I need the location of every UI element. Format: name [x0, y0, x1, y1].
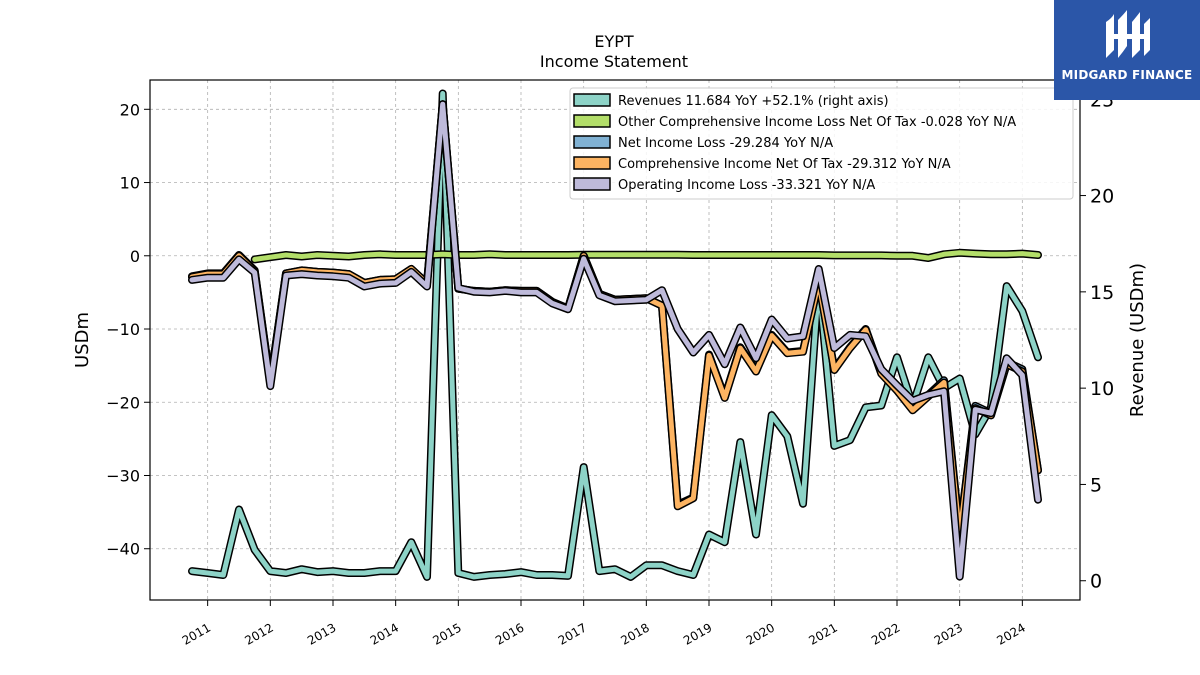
chart-subtitle: Income Statement [540, 52, 688, 71]
legend-entry: Net Income Loss -29.284 YoY N/A [618, 136, 833, 151]
x-tick-label: 2023 [932, 620, 965, 647]
brand-name: MIDGARD FINANCE [1061, 68, 1193, 82]
legend-swatch [573, 177, 611, 191]
series-line [189, 101, 1041, 580]
x-tick-label: 2024 [994, 620, 1027, 647]
x-tick-label: 2020 [744, 620, 777, 647]
y-tick-label: 20 [120, 100, 140, 119]
x-tick-label: 2019 [681, 620, 714, 647]
y-tick-label: −40 [106, 540, 140, 559]
logo-mark-icon [1106, 10, 1150, 58]
x-axis: 2011 2012 2013 2014 2015 2016 2017 2018 2019 2020… [180, 600, 1028, 648]
series-line [252, 250, 1041, 262]
legend-box [569, 87, 1074, 200]
y-tick-label: 10 [120, 174, 140, 193]
series-0 [188, 89, 1042, 581]
x-tick-label: 2011 [180, 620, 213, 647]
y-tick-label: −30 [106, 466, 140, 485]
legend-swatch [573, 156, 611, 170]
plot-frame [149, 79, 1081, 601]
y-tick-label: −20 [106, 393, 140, 412]
legend-entry: Revenues 11.684 YoY +52.1% (right axis) [618, 94, 889, 109]
x-tick-label: 2016 [493, 620, 526, 647]
left-axis: −40 −30 −20 −10 0 10 20 [106, 100, 150, 559]
x-tick-label: 2013 [305, 620, 338, 647]
series-lines [188, 89, 1042, 581]
legend-swatch [573, 135, 611, 149]
midgard-finance-logo: MIDGARD FINANCE [1054, 0, 1200, 100]
series-4 [188, 100, 1042, 581]
legend-entry: Other Comprehensive Income Loss Net Of T… [618, 115, 1016, 130]
legend-entry: Operating Income Loss -33.321 YoY N/A [618, 178, 875, 193]
series-line [189, 91, 1041, 580]
y-tick-label: 0 [130, 247, 140, 266]
legend-swatch [573, 114, 611, 128]
x-tick-label: 2015 [430, 620, 463, 647]
x-tick-label: 2022 [869, 620, 902, 647]
y-axis-right-label: Revenue (USDm) [1127, 263, 1148, 417]
y-axis-label: USDm [72, 312, 93, 368]
legend: Revenues 11.684 YoY +52.1% (right axis) O… [569, 87, 1074, 200]
y-right-tick-label: 0 [1090, 571, 1102, 593]
chart-title: EYPT [594, 32, 634, 51]
legend-swatch [573, 93, 611, 107]
y-tick-label: −10 [106, 320, 140, 339]
y-right-tick-label: 10 [1090, 378, 1114, 400]
y-right-tick-label: 15 [1090, 282, 1114, 304]
x-tick-label: 2012 [242, 620, 275, 647]
y-right-tick-label: 20 [1090, 186, 1114, 208]
x-tick-label: 2021 [806, 620, 839, 647]
series-1 [250, 248, 1042, 264]
x-tick-label: 2017 [556, 620, 589, 647]
x-tick-label: 2014 [368, 620, 401, 647]
y-right-tick-label: 5 [1090, 474, 1102, 496]
x-tick-label: 2018 [618, 620, 651, 647]
legend-entry: Comprehensive Income Net Of Tax -29.312 … [618, 157, 951, 172]
